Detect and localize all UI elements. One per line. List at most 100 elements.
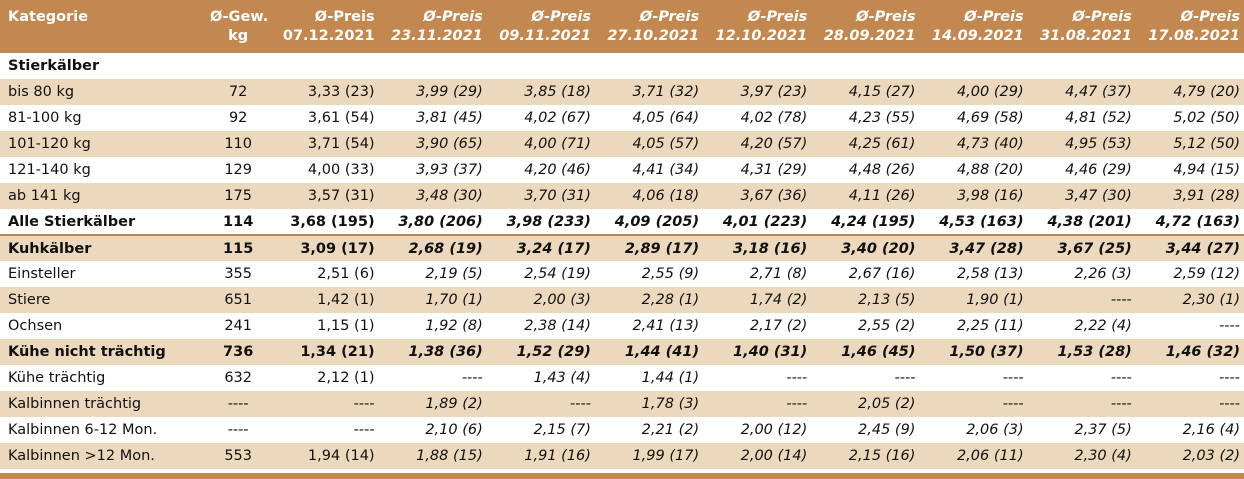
empty-cell bbox=[1028, 53, 1136, 79]
empty-cell bbox=[487, 53, 595, 79]
header-preis-label: Ø-Preis bbox=[314, 8, 375, 25]
price-cell-6: 4,73 (40) bbox=[956, 136, 1024, 152]
table-row: Kuhkälber 115 3,09 (17) 2,68 (19) 3,24 (17) 2… bbox=[0, 234, 1244, 261]
price-cell-5: 1,46 (45) bbox=[841, 344, 916, 360]
header-date: 28.09.2021 bbox=[823, 27, 916, 44]
price-cell-2: 1,43 (4) bbox=[533, 370, 591, 386]
empty-cell bbox=[270, 53, 378, 79]
table-row: Ochsen 241 1,15 (1) 1,92 (8) 2,38 (14) 2,41 (… bbox=[0, 313, 1244, 339]
price-cell-7: 2,30 (4) bbox=[1074, 448, 1132, 464]
row-label: Kühe nicht trächtig bbox=[8, 344, 166, 360]
row-weight: 175 bbox=[224, 188, 253, 204]
header-preis-date-1: Ø-Preis 23.11.2021 bbox=[379, 0, 487, 53]
price-cell-0: ---- bbox=[353, 422, 375, 438]
price-cell-8: 4,72 (163) bbox=[1155, 213, 1240, 230]
row-weight: 651 bbox=[224, 292, 253, 308]
price-cell-3: 4,41 (34) bbox=[632, 162, 700, 178]
header-preis-label: Ø-Preis bbox=[1072, 8, 1132, 25]
header-gewicht: Ø-Gew. kg bbox=[206, 0, 270, 53]
price-cell-4: 4,31 (29) bbox=[740, 162, 808, 178]
price-cell-3: 3,71 (32) bbox=[632, 84, 700, 100]
price-cell-7: 4,47 (37) bbox=[1065, 84, 1132, 100]
table-row: Kalbinnen >12 Mon. 553 1,94 (14) 1,88 (15) 1… bbox=[0, 443, 1244, 469]
price-cell-6: 2,58 (13) bbox=[956, 266, 1024, 282]
price-cell-1: ---- bbox=[461, 370, 483, 386]
price-cell-1: 1,88 (15) bbox=[416, 448, 483, 464]
price-cell-3: 1,44 (41) bbox=[624, 344, 700, 360]
price-cell-4: 3,97 (23) bbox=[740, 84, 808, 100]
price-cell-3: 2,41 (13) bbox=[632, 318, 700, 334]
price-cell-4: ---- bbox=[786, 396, 808, 412]
price-cell-2: 2,54 (19) bbox=[524, 266, 591, 282]
table-row: Stiere 651 1,42 (1) 1,70 (1) 2,00 (3) 2,28 (1… bbox=[0, 287, 1244, 313]
header-kategorie: Kategorie bbox=[8, 9, 89, 25]
header-preis-date-3: Ø-Preis 27.10.2021 bbox=[595, 0, 703, 53]
row-weight: ---- bbox=[227, 396, 249, 412]
price-cell-3: 2,55 (9) bbox=[641, 266, 700, 282]
header-preis-date-4: Ø-Preis 12.10.2021 bbox=[703, 0, 811, 53]
price-cell-0: 3,09 (17) bbox=[270, 234, 379, 261]
price-cell-3: 4,06 (18) bbox=[632, 188, 700, 204]
price-cell-0: 2,12 (1) bbox=[317, 370, 375, 386]
price-cell-5: 4,24 (195) bbox=[831, 213, 916, 230]
price-cell-1: 3,90 (65) bbox=[416, 136, 483, 152]
row-label: Einsteller bbox=[8, 266, 76, 282]
price-cell-3: 4,05 (64) bbox=[632, 110, 700, 126]
price-cell-6: 4,53 (163) bbox=[939, 213, 1024, 230]
row-label: 101-120 kg bbox=[8, 136, 91, 152]
price-cell-5: 4,15 (27) bbox=[848, 84, 916, 100]
price-cell-3: 4,05 (57) bbox=[632, 136, 700, 152]
table-row: Kalbinnen 6-12 Mon. ---- ---- 2,10 (6) 2,15 … bbox=[0, 417, 1244, 443]
price-cell-7: 1,53 (28) bbox=[1057, 344, 1132, 360]
header-preis-label: Ø-Preis bbox=[964, 8, 1024, 25]
row-weight: ---- bbox=[227, 422, 249, 438]
header-preis-label: Ø-Preis bbox=[1180, 8, 1240, 25]
price-cell-8: ---- bbox=[1219, 370, 1240, 386]
price-cell-7: 3,47 (30) bbox=[1065, 188, 1132, 204]
price-cell-8: 2,16 (4) bbox=[1182, 422, 1240, 438]
price-cell-1: 1,92 (8) bbox=[425, 318, 483, 334]
empty-cell bbox=[379, 53, 487, 79]
price-cell-3: 2,28 (1) bbox=[641, 292, 700, 308]
table-row: Alle Stierkälber 114 3,68 (195) 3,80 (206) 3… bbox=[0, 209, 1244, 235]
price-cell-2: 4,02 (67) bbox=[524, 110, 591, 126]
price-cell-7: 4,95 (53) bbox=[1065, 136, 1132, 152]
price-cell-6: 2,06 (11) bbox=[956, 448, 1024, 464]
price-cell-1: 3,48 (30) bbox=[416, 188, 483, 204]
price-cell-1: 3,99 (29) bbox=[416, 84, 483, 100]
header-preis-label: Ø-Preis bbox=[639, 8, 700, 25]
price-cell-7: 4,81 (52) bbox=[1065, 110, 1132, 126]
price-cell-5: 2,05 (2) bbox=[858, 396, 916, 412]
price-cell-0: 1,94 (14) bbox=[307, 448, 375, 464]
price-cell-6: 3,47 (28) bbox=[919, 234, 1028, 261]
header-gewicht-line1: Ø-Gew. bbox=[209, 8, 269, 25]
price-cell-8: 5,12 (50) bbox=[1173, 136, 1240, 152]
price-cell-2: 4,00 (71) bbox=[524, 136, 591, 152]
price-cell-7: 2,26 (3) bbox=[1074, 266, 1132, 282]
header-preis-date-2: Ø-Preis 09.11.2021 bbox=[487, 0, 595, 53]
price-cell-3: 2,89 (17) bbox=[594, 234, 704, 261]
price-cell-5: 4,23 (55) bbox=[848, 110, 916, 126]
row-weight: 736 bbox=[223, 344, 254, 360]
price-cell-2: 1,91 (16) bbox=[524, 448, 591, 464]
price-cell-8: 1,46 (32) bbox=[1165, 344, 1240, 360]
price-cell-8: ---- bbox=[1219, 396, 1240, 412]
price-cell-8: 2,03 (2) bbox=[1182, 448, 1240, 464]
price-cell-3: 1,44 (1) bbox=[641, 370, 700, 386]
price-cell-8: 4,94 (15) bbox=[1173, 162, 1240, 178]
price-cell-5: 2,45 (9) bbox=[858, 422, 916, 438]
header-preis-label: Ø-Preis bbox=[531, 8, 591, 25]
header-preis-date-6: Ø-Preis 14.09.2021 bbox=[919, 0, 1027, 53]
price-cell-5: 4,48 (26) bbox=[848, 162, 916, 178]
header-preis-label: Ø-Preis bbox=[423, 8, 483, 25]
table-body: Stierkälber bis 80 kg 72 3,33 (23) 3,99 (29… bbox=[0, 53, 1244, 469]
price-cell-5: 2,15 (16) bbox=[848, 448, 916, 464]
header-preis-date-7: Ø-Preis 31.08.2021 bbox=[1028, 0, 1136, 53]
price-cell-8: 2,30 (1) bbox=[1182, 292, 1240, 308]
price-cell-6: ---- bbox=[1002, 396, 1024, 412]
empty-cell bbox=[1136, 53, 1244, 79]
header-row: Kategorie Ø-Gew. kg Ø-Preis 07.12.2021 Ø-… bbox=[0, 0, 1244, 53]
header-date: 31.08.2021 bbox=[1040, 27, 1132, 44]
row-label: Ochsen bbox=[8, 318, 63, 334]
row-weight: 241 bbox=[224, 318, 253, 334]
